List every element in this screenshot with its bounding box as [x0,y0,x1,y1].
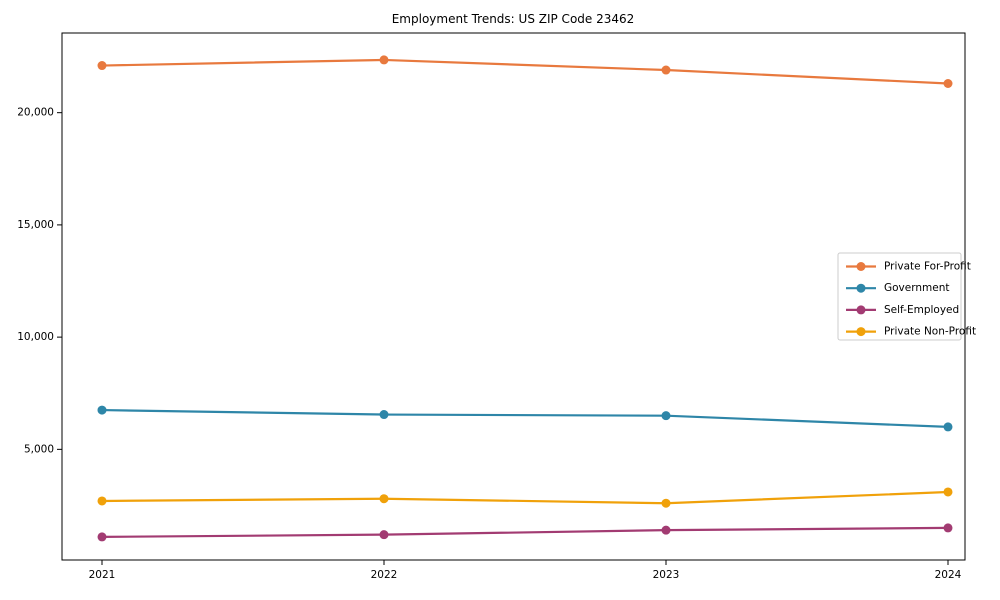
series-line-government [100,408,950,429]
y-axis-tick-label: 5,000 [24,443,54,455]
data-point-marker [661,525,671,535]
data-point-marker [943,79,953,89]
data-point-marker [97,532,107,542]
data-point-marker [661,65,671,75]
legend-box [837,252,962,341]
legend-sample-marker [856,262,866,271]
data-point-marker [661,411,671,421]
legend-sample-marker [856,305,866,315]
x-axis-tick-label: 2023 [653,569,680,581]
x-axis-tick-label: 2024 [935,569,962,581]
series-line-self-employed [100,526,950,538]
x-axis-tick-label: 2021 [89,569,116,581]
data-point-marker [97,496,107,506]
chart-title: Employment Trends: US ZIP Code 23462 [392,12,635,26]
series-line-private-non-profit [100,490,950,505]
legend-label: Self-Employed [884,304,959,316]
data-point-marker [943,422,953,432]
y-axis-tick-label: 10,000 [17,331,54,343]
y-axis-tick-label: 20,000 [17,107,54,119]
data-point-marker [379,410,389,420]
data-point-marker [943,523,953,533]
data-point-marker [97,405,107,415]
legend-label: Government [884,282,949,294]
x-axis-tick-label: 2022 [371,569,398,581]
legend-sample-marker [856,327,866,337]
legend-sample-marker [856,283,866,293]
data-point-marker [379,530,389,540]
series-line-private-for-profit [100,58,950,85]
plot-area-border [61,32,966,561]
data-point-marker [661,498,671,508]
data-point-marker [379,55,389,65]
legend-label: Private Non-Profit [884,326,976,338]
legend-label: Private For-Profit [884,261,971,273]
y-axis-tick-label: 15,000 [17,219,54,231]
data-point-marker [379,494,389,504]
data-point-marker [943,487,953,497]
data-point-marker [97,61,107,71]
